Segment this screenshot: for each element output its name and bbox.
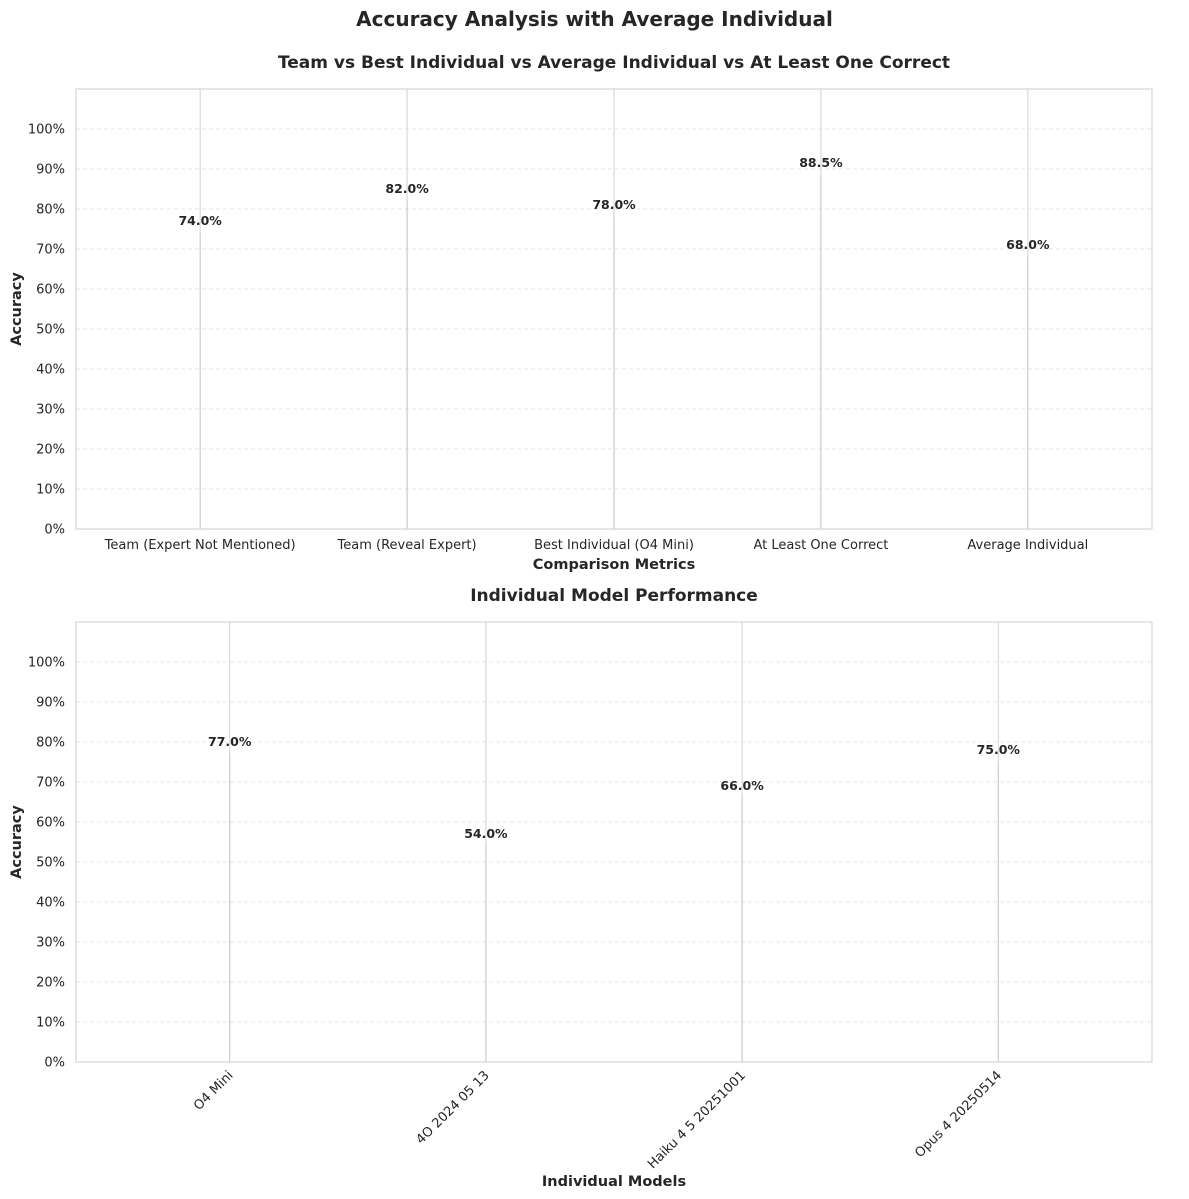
- y-tick-label: 70%: [36, 243, 65, 258]
- y-tick-label: 30%: [36, 936, 65, 951]
- y-tick-label: 20%: [36, 443, 65, 458]
- y-tick-label: 80%: [36, 736, 65, 751]
- bar-value-label: 82.0%: [385, 181, 429, 196]
- bar-value-label: 66.0%: [720, 778, 764, 793]
- y-tick-label: 20%: [36, 976, 65, 991]
- y-tick-label: 70%: [36, 776, 65, 791]
- bar-value-label: 68.0%: [1006, 237, 1050, 252]
- bar-value-label: 77.0%: [208, 734, 252, 749]
- y-tick-label: 80%: [36, 203, 65, 218]
- bar-value-label: 54.0%: [464, 826, 508, 841]
- x-axis-label: Individual Models: [542, 1174, 686, 1190]
- plot-frame: [75, 88, 1153, 530]
- bar-value-label: 75.0%: [977, 742, 1021, 757]
- x-tick-label: At Least One Correct: [753, 538, 888, 553]
- y-tick-label: 100%: [28, 656, 65, 671]
- chart-title: Team vs Best Individual vs Average Indiv…: [278, 53, 950, 73]
- y-tick-label: 40%: [36, 363, 65, 378]
- bar-value-label: 78.0%: [592, 197, 636, 212]
- y-tick-label: 0%: [44, 523, 65, 538]
- x-axis-label: Comparison Metrics: [533, 557, 696, 573]
- y-tick-label: 100%: [28, 123, 65, 138]
- y-tick-label: 40%: [36, 896, 65, 911]
- y-tick-label: 50%: [36, 323, 65, 338]
- x-tick-label: Average Individual: [967, 538, 1088, 553]
- bar-value-label: 88.5%: [799, 155, 843, 170]
- y-axis-label: Accuracy: [9, 272, 25, 346]
- bar-value-label: 74.0%: [178, 213, 222, 228]
- y-axis-label: Accuracy: [9, 805, 25, 879]
- x-tick-label: Team (Reveal Expert): [337, 538, 477, 553]
- y-tick-label: 60%: [36, 283, 65, 298]
- y-tick-label: 50%: [36, 856, 65, 871]
- plot-frame: [75, 621, 1153, 1063]
- y-tick-label: 10%: [36, 1016, 65, 1031]
- y-tick-label: 10%: [36, 483, 65, 498]
- y-tick-label: 90%: [36, 696, 65, 711]
- x-tick-label: Best Individual (O4 Mini): [534, 538, 694, 553]
- y-tick-label: 90%: [36, 163, 65, 178]
- figure-title: Accuracy Analysis with Average Individua…: [356, 7, 833, 31]
- chart-panel-1: 0% 10% 20% 30% 40% 50% 60% 70% 80% 90% 100% 74.0% 82…: [9, 53, 1153, 573]
- y-tick-label: 60%: [36, 816, 65, 831]
- x-tick-label: Team (Expert Not Mentioned): [104, 538, 296, 553]
- chart-title: Individual Model Performance: [470, 586, 758, 606]
- plot-area: [76, 622, 1152, 1062]
- y-tick-label: 30%: [36, 403, 65, 418]
- y-tick-label: 0%: [44, 1056, 65, 1071]
